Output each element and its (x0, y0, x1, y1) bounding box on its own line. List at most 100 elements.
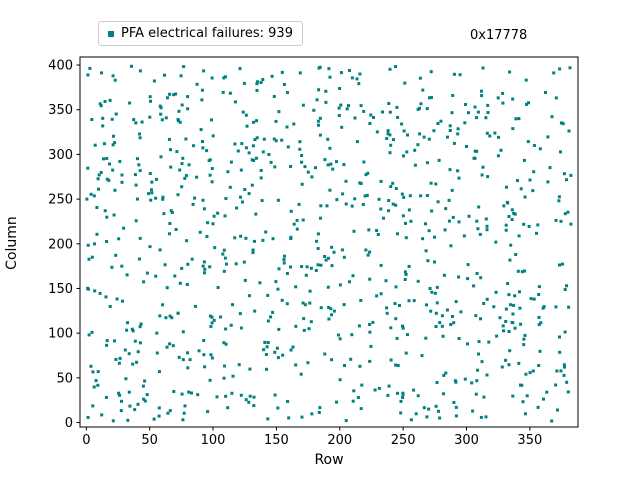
scatter-point (395, 105, 399, 109)
scatter-point (514, 117, 518, 121)
scatter-point (473, 156, 477, 160)
scatter-point (430, 290, 434, 294)
scatter-point (326, 256, 330, 260)
scatter-point (416, 394, 420, 398)
scatter-point (437, 409, 440, 413)
scatter-point (394, 317, 398, 321)
scatter-point (133, 339, 137, 343)
scatter-point (252, 404, 256, 408)
scatter-point (143, 399, 147, 403)
scatter-point (484, 116, 488, 120)
scatter-point (242, 260, 246, 264)
scatter-point (226, 406, 230, 410)
y-tick-label: 50 (56, 371, 73, 386)
scatter-point (254, 156, 258, 160)
scatter-point (206, 221, 210, 225)
scatter-point (351, 399, 355, 403)
scatter-point (136, 402, 140, 406)
scatter-point (420, 354, 424, 358)
scatter-point (289, 348, 293, 352)
scatter-point (160, 118, 164, 122)
scatter-point (301, 301, 305, 305)
scatter-point (391, 202, 395, 206)
scatter-point (353, 116, 357, 120)
scatter-point (196, 393, 200, 397)
scatter-point (303, 165, 307, 169)
scatter-point (402, 195, 406, 199)
scatter-point (157, 406, 161, 410)
scatter-point (338, 378, 342, 382)
scatter-point (485, 224, 489, 228)
scatter-point (554, 96, 558, 100)
scatter-point (558, 67, 562, 71)
scatter-point (102, 142, 106, 146)
scatter-point (316, 263, 320, 267)
scatter-point (306, 361, 310, 365)
scatter-point (424, 249, 428, 253)
scatter-point (266, 293, 270, 297)
scatter-point (520, 383, 524, 387)
scatter-point (120, 264, 124, 268)
scatter-point (385, 137, 389, 140)
scatter-point (409, 219, 413, 223)
scatter-point (422, 406, 426, 410)
scatter-point (209, 353, 213, 357)
scatter-point (406, 333, 409, 337)
scatter-point (203, 365, 207, 369)
scatter-point (433, 291, 437, 295)
scatter-point (475, 272, 479, 275)
scatter-point (285, 125, 289, 129)
x-axis-label: Row (314, 452, 344, 468)
scatter-point (465, 145, 468, 148)
scatter-point (475, 149, 479, 153)
scatter-point (386, 129, 390, 133)
scatter-point (181, 418, 185, 422)
scatter-point (161, 197, 165, 201)
scatter-point (236, 149, 240, 153)
scatter-point (536, 405, 540, 409)
scatter-point (439, 119, 443, 123)
scatter-point (209, 314, 212, 318)
scatter-point (335, 160, 338, 164)
scatter-point (407, 208, 411, 212)
scatter-point (267, 153, 271, 156)
scatter-point (300, 265, 304, 269)
scatter-point (300, 415, 304, 419)
scatter-point (557, 195, 561, 199)
scatter-point (474, 314, 478, 318)
scatter-point (135, 360, 139, 364)
scatter-point (157, 414, 161, 418)
scatter-point (350, 333, 354, 337)
scatter-point (466, 342, 469, 346)
scatter-point (394, 187, 398, 190)
scatter-point (559, 121, 563, 125)
scatter-point (176, 193, 180, 197)
scatter-point (177, 355, 181, 359)
legend-label: PFA electrical failures: 939 (121, 26, 293, 41)
scatter-point (432, 129, 436, 133)
scatter-point (252, 159, 256, 162)
scatter-point (435, 381, 439, 384)
scatter-point (323, 352, 327, 356)
scatter-point (359, 299, 363, 302)
scatter-point (357, 82, 361, 86)
scatter-point (364, 173, 368, 177)
scatter-point (177, 109, 181, 113)
scatter-point (260, 199, 264, 203)
scatter-point (387, 102, 391, 105)
scatter-point (486, 103, 490, 107)
scatter-point (399, 399, 403, 403)
scatter-point (456, 169, 460, 173)
scatter-point (195, 82, 199, 86)
scatter-point (210, 321, 214, 325)
scatter-point (285, 272, 289, 275)
scatter-point (356, 396, 360, 399)
scatter-point (495, 334, 499, 338)
scatter-point (430, 209, 434, 213)
scatter-point (339, 103, 343, 107)
scatter-point (294, 285, 298, 289)
scatter-point (85, 197, 89, 201)
scatter-point (276, 287, 280, 291)
scatter-point (177, 119, 180, 123)
scatter-point (168, 137, 171, 141)
